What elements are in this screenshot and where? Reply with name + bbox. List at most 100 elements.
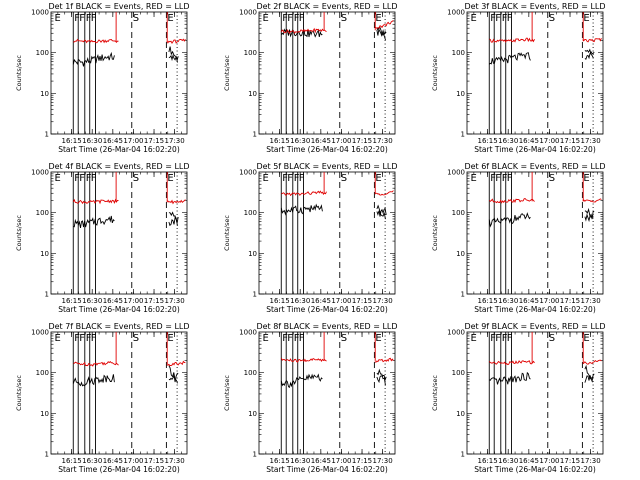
flag-label: F: [294, 333, 300, 344]
flag-label: E: [54, 173, 60, 184]
series-lld-line: [73, 360, 186, 367]
flag-label: F: [282, 13, 288, 24]
plot-frame: [258, 11, 396, 135]
x-tick-label: 16:45: [103, 297, 123, 305]
flag-label: F: [74, 173, 80, 184]
series-events-line: [280, 203, 387, 217]
series-lld-line: [280, 357, 394, 363]
flag-label: E: [167, 333, 173, 344]
y-tick-label: 1: [253, 451, 257, 459]
y-tick-label: 1: [253, 131, 257, 139]
x-tick-label: 16:30: [290, 457, 310, 465]
flag-label: F: [299, 13, 305, 24]
x-tick-label: 16:30: [498, 297, 518, 305]
panel-title: Det 2f BLACK = Events, RED = LLD: [256, 2, 397, 11]
y-tick-label: 100: [36, 369, 49, 377]
series-group: [280, 12, 394, 41]
flag-label: F: [287, 333, 293, 344]
x-tick-label: 17:15: [144, 297, 164, 305]
flag-label: S: [133, 173, 139, 184]
flag-label: F: [91, 13, 97, 24]
flag-label: E: [167, 173, 173, 184]
series-events-line: [488, 210, 595, 228]
event-markers: [488, 332, 594, 454]
x-tick-label: 17:15: [560, 457, 580, 465]
series-events-tail: [168, 365, 178, 384]
y-tick-label: 1: [461, 451, 465, 459]
flag-label: F: [282, 333, 288, 344]
y-axis-label: Counts/sec: [223, 215, 231, 251]
y-tick-label: 1000: [239, 9, 257, 17]
x-tick-label: 17:00: [539, 457, 559, 465]
x-tick-label: 17:00: [331, 457, 351, 465]
x-tick-label: 17:30: [373, 457, 393, 465]
flag-label: F: [495, 173, 501, 184]
y-tick-label: 100: [244, 209, 257, 217]
flag-label: F: [495, 333, 501, 344]
x-tick-label: 17:00: [123, 297, 143, 305]
series-events-tail: [376, 368, 386, 386]
x-tick-label: 17:30: [165, 297, 185, 305]
flag-label: E: [470, 333, 476, 344]
x-tick-label: 17:00: [539, 297, 559, 305]
plot-frame: [466, 171, 604, 295]
y-tick-label: 1000: [447, 9, 465, 17]
series-group: [280, 172, 394, 220]
flag-label: F: [507, 173, 513, 184]
x-tick-label: 16:30: [290, 137, 310, 145]
flag-label: E: [375, 13, 381, 24]
panel-title: Det 1f BLACK = Events, RED = LLD: [48, 2, 189, 11]
x-tick-label: 17:15: [144, 137, 164, 145]
flag-label: F: [79, 333, 85, 344]
flag-label: F: [91, 173, 97, 184]
flag-label: F: [299, 333, 305, 344]
event-markers: [72, 332, 178, 454]
panel-title: Det 5f BLACK = Events, RED = LLD: [256, 162, 397, 171]
x-tick-label: 16:45: [519, 137, 539, 145]
x-tick-label: 16:45: [103, 137, 123, 145]
x-tick-label: 16:45: [311, 297, 331, 305]
y-tick-label: 100: [452, 209, 465, 217]
x-tick-label: 17:15: [352, 137, 372, 145]
panel-title: Det 4f BLACK = Events, RED = LLD: [48, 162, 189, 171]
panel-title: Det 7f BLACK = Events, RED = LLD: [48, 322, 189, 331]
series-lld-line: [489, 198, 602, 204]
flag-label: S: [549, 13, 555, 24]
event-markers: [280, 172, 386, 294]
plot-frame: [50, 171, 188, 295]
x-tick-label: 17:30: [165, 457, 185, 465]
detector-panel: 1 10 100 1000 16:15 16:30 16:45 17:00 17:15 17:30…: [223, 322, 398, 474]
y-tick-label: 1: [253, 291, 257, 299]
x-tick-label: 17:30: [165, 137, 185, 145]
flag-label: E: [375, 173, 381, 184]
flag-label: S: [133, 13, 139, 24]
x-tick-label: 17:15: [352, 457, 372, 465]
y-tick-label: 10: [248, 250, 257, 258]
x-tick-label: 16:30: [290, 297, 310, 305]
series-lld-line: [73, 38, 186, 44]
flag-label: S: [341, 333, 347, 344]
y-tick-label: 100: [452, 369, 465, 377]
series-group: [72, 172, 186, 228]
x-tick-label: 17:15: [352, 297, 372, 305]
x-tick-label: 16:30: [498, 137, 518, 145]
flag-label: E: [583, 333, 589, 344]
series-group: [488, 172, 602, 228]
x-tick-label: 16:30: [82, 297, 102, 305]
y-axis-label: Counts/sec: [15, 55, 23, 91]
flag-label: F: [490, 333, 496, 344]
flag-label: F: [294, 173, 300, 184]
flag-label: F: [287, 13, 293, 24]
flag-label: F: [79, 173, 85, 184]
event-markers: [488, 12, 594, 134]
x-tick-label: 16:15: [270, 457, 290, 465]
x-axis-label: Start Time (26-Mar-04 16:02:20): [58, 465, 180, 474]
detector-panel: 1 10 100 1000 16:15 16:30 16:45 17:00 17:15 17:30…: [431, 162, 606, 314]
series-events-line: [280, 373, 387, 389]
series-group: [488, 12, 602, 65]
x-tick-label: 16:45: [519, 297, 539, 305]
event-markers: [488, 172, 594, 294]
event-markers: [280, 332, 386, 454]
x-tick-label: 16:15: [62, 137, 82, 145]
flag-label: F: [495, 13, 501, 24]
